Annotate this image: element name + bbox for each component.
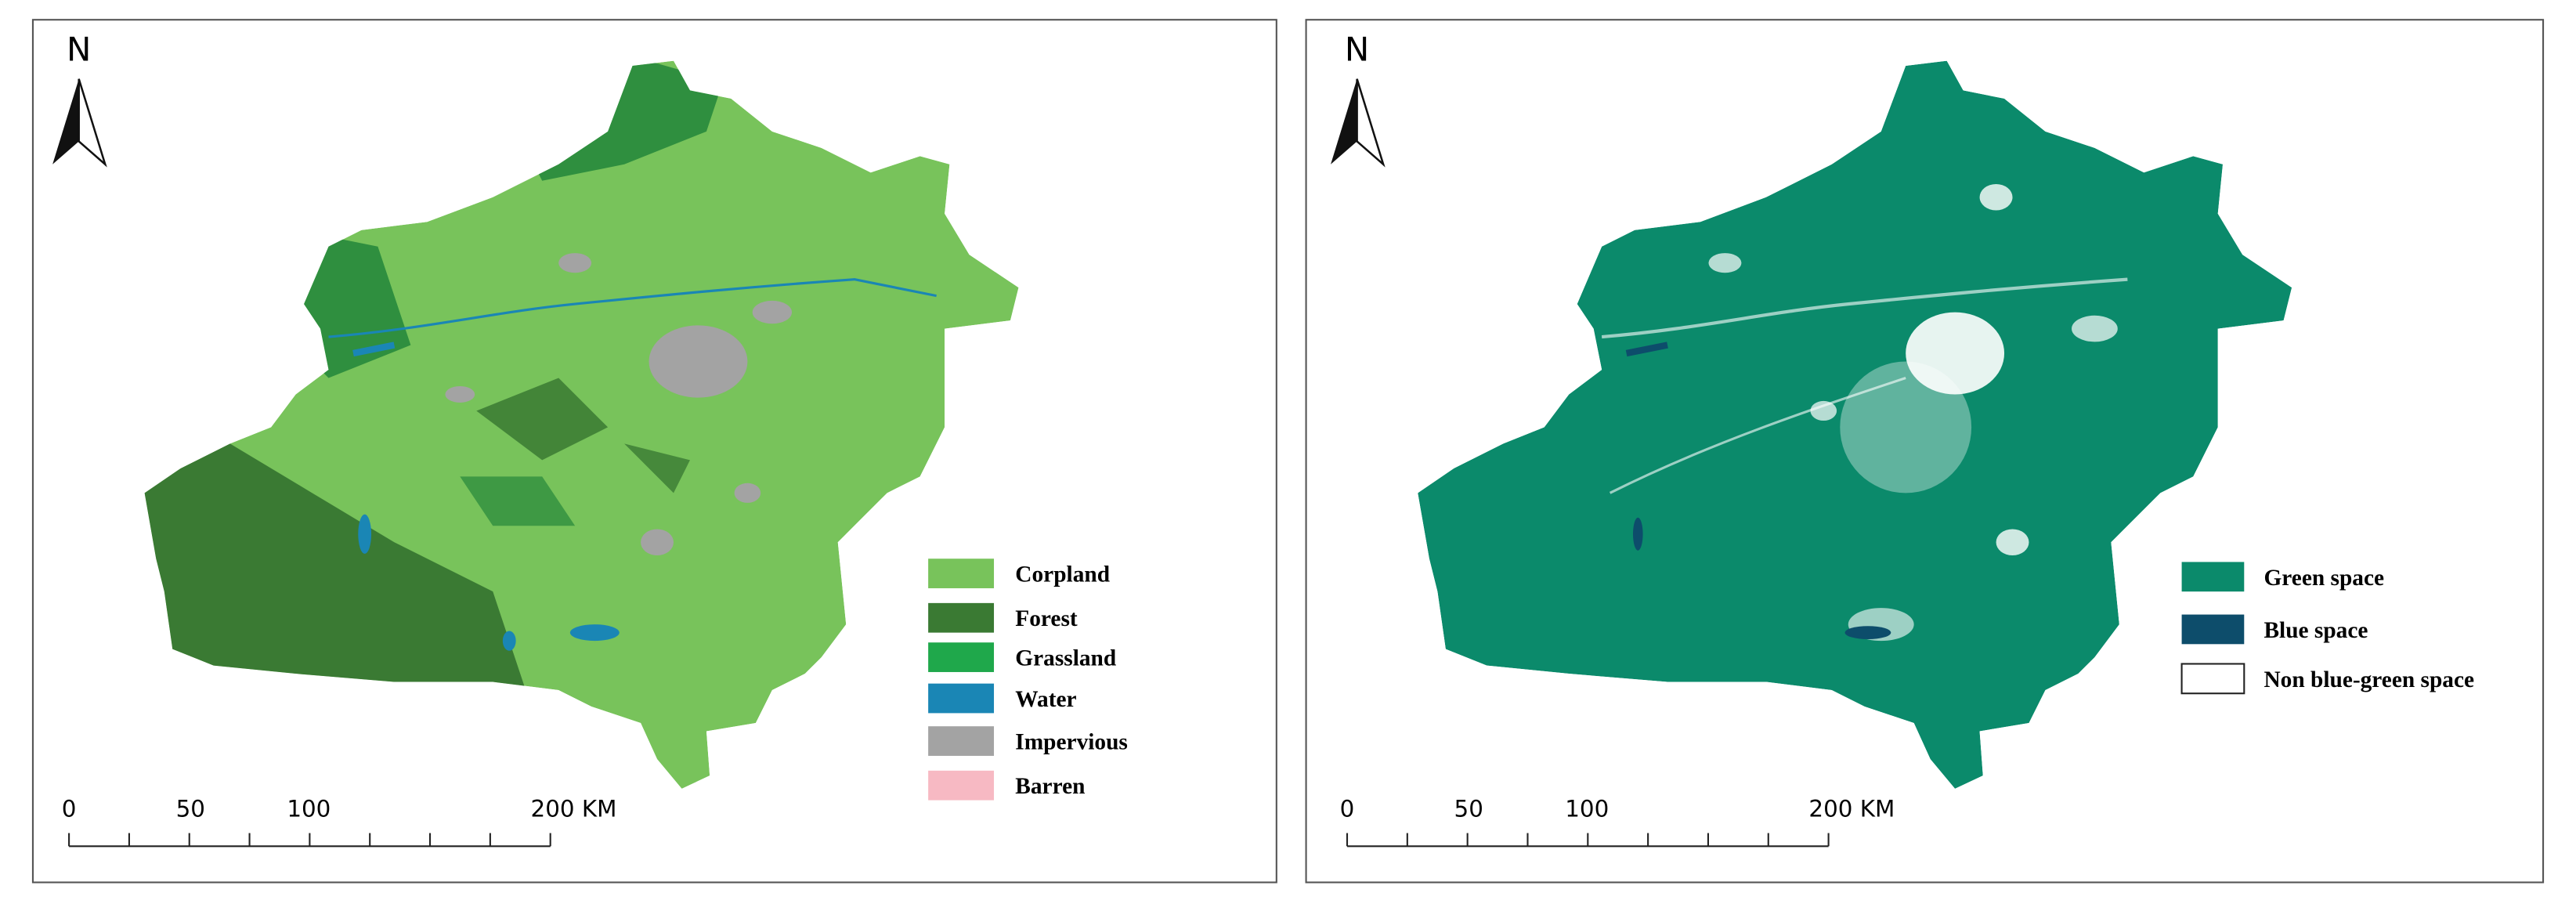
scale-label: 200 KM [531, 796, 617, 822]
scale-label: 0 [1340, 796, 1355, 822]
legend-swatch [928, 559, 995, 588]
scale-label: 100 [287, 796, 331, 822]
scale-label: 50 [176, 796, 205, 822]
scale-label: 0 [62, 796, 77, 822]
land-cover-map [144, 60, 1019, 789]
legend-label: Barren [1015, 774, 1085, 799]
legend-label: Green space [2263, 566, 2384, 591]
north-arrow [1331, 78, 1357, 164]
legend-swatch [928, 726, 995, 756]
north-arrow [52, 78, 79, 164]
north-label: N [1345, 31, 1369, 69]
north-arrow [78, 78, 107, 168]
scale-label: 100 [1565, 796, 1609, 822]
legend-swatch [2181, 614, 2245, 645]
legend-swatch [2180, 663, 2245, 695]
legend-swatch [928, 642, 995, 672]
legend-label: Blue space [2263, 618, 2368, 643]
legend-swatch [928, 683, 995, 714]
legend-label: Forest [1015, 606, 1078, 631]
blue-green-panel: N 0 50 100 200 KM Green space Blue space Non b… [1305, 19, 2545, 884]
legend-label: Grassland [1015, 646, 1116, 671]
north-arrow [1356, 78, 1386, 168]
legend-label: Water [1015, 687, 1076, 712]
north-label: N [67, 31, 91, 69]
scale-label: 200 KM [1808, 796, 1895, 822]
legend-label: Corpland [1015, 562, 1110, 587]
legend-swatch [928, 770, 995, 801]
blue-green-map [1418, 60, 2292, 789]
land-cover-panel: N 0 50 100 200 KM Corpland Forest Grassland Wat… [31, 19, 1277, 884]
legend-label: Impervious [1015, 730, 1128, 755]
scale-label: 50 [1454, 796, 1483, 822]
legend-swatch [2181, 562, 2245, 592]
legend-swatch [928, 602, 995, 633]
legend-label: Non blue-green space [2263, 667, 2474, 692]
